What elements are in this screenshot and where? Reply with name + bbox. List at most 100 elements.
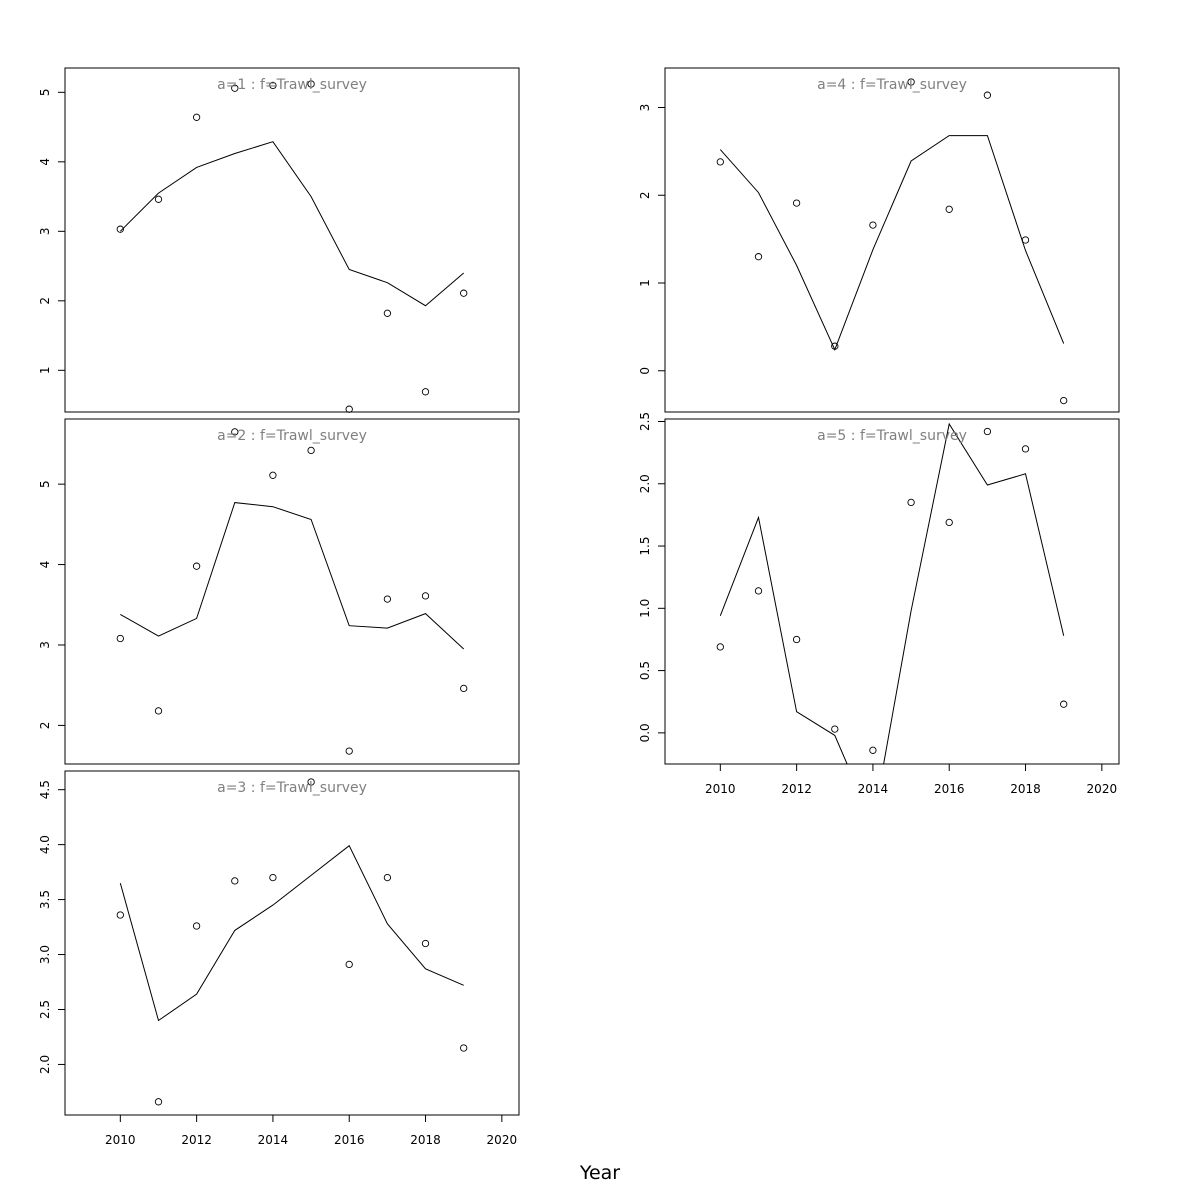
observed-point: [269, 873, 277, 882]
fitted-line: [719, 422, 1065, 764]
observed-point: [983, 427, 992, 436]
y-tick-label: 3: [38, 641, 52, 649]
x-tick-label: 2020: [1087, 782, 1118, 796]
observed-point: [192, 922, 201, 930]
y-tick-label: 4: [38, 561, 52, 569]
x-tick-label: 2010: [105, 1133, 136, 1147]
observed-point: [831, 725, 839, 733]
observed-point: [460, 289, 468, 297]
observed-point: [154, 195, 163, 203]
observed-point: [1021, 236, 1030, 244]
x-tick-label: 2012: [181, 1133, 212, 1147]
x-tick-label: 2014: [858, 782, 889, 796]
observed-point: [421, 592, 430, 600]
panel-title: a=4 : f=Trawl_survey: [817, 77, 967, 93]
panel-title: a=2 : f=Trawl_survey: [217, 428, 367, 444]
fitted-line: [119, 141, 465, 307]
observed-point: [945, 205, 953, 213]
x-tick-label: 2010: [705, 782, 736, 796]
observed-point: [192, 562, 201, 570]
observed-point: [345, 960, 353, 969]
y-tick-label: 3: [638, 104, 652, 112]
panel-a1: 1 2 3 4 5 a=1 : f=Trawl_survey: [38, 67, 520, 413]
observed-point: [383, 309, 392, 317]
x-tick-label: 2020: [487, 1133, 518, 1147]
y-tick-label: 4: [38, 158, 52, 166]
observed-point: [345, 405, 353, 413]
y-tick-label: 1.0: [638, 599, 652, 618]
y-tick-label: 0: [638, 367, 652, 375]
panel-frame: [664, 67, 1120, 413]
y-tick-label: 2.5: [638, 412, 652, 431]
y-tick-label: 3.5: [38, 890, 52, 909]
y-tick-label: 2.0: [638, 474, 652, 493]
observed-point: [754, 253, 763, 261]
observed-point: [945, 518, 953, 527]
panel-title: a=1 : f=Trawl_survey: [217, 77, 367, 93]
fitted-line: [719, 135, 1065, 351]
panel-frame: [664, 418, 1120, 765]
observed-point: [154, 707, 163, 715]
observed-point: [1060, 396, 1068, 405]
x-tick-label: 2014: [258, 1133, 289, 1147]
observed-point: [307, 778, 315, 786]
y-tick-label: 2.0: [38, 1055, 52, 1074]
observed-point: [307, 446, 315, 455]
observed-point: [421, 939, 430, 948]
observed-point: [116, 634, 124, 643]
observed-point: [307, 80, 315, 88]
observed-point: [907, 498, 915, 507]
panel-a3: 2.0 2.5 3.0 3.5 4.0 4.5 2010 2012 2014 2016 2018 20…: [38, 770, 520, 1147]
observed-point: [869, 746, 877, 754]
panel-a5: 0.0 0.5 1.0 1.5 2.0 2.5 2010 2012 2014 2016 2018 20…: [638, 412, 1120, 796]
observed-point: [383, 595, 392, 603]
observed-point: [1021, 445, 1030, 453]
observed-point: [907, 78, 915, 86]
observed-point: [716, 158, 724, 166]
observed-point: [754, 587, 763, 595]
x-tick-label: 2012: [781, 782, 812, 796]
y-tick-label: 2: [38, 722, 52, 730]
panel-frame: [64, 770, 520, 1116]
observed-point: [231, 84, 239, 92]
panel-title: a=3 : f=Trawl_survey: [217, 780, 367, 796]
y-tick-label: 2: [638, 191, 652, 199]
panel-a4: 0 1 2 3 a=4 : f=Trawl_survey: [638, 67, 1120, 413]
observed-point: [116, 225, 124, 233]
observed-point: [116, 911, 124, 919]
x-tick-label: 2018: [410, 1133, 441, 1147]
panel-frame: [64, 67, 520, 413]
observed-point: [383, 873, 392, 882]
observed-point: [154, 1098, 163, 1106]
observed-point: [869, 221, 877, 229]
observed-point: [231, 428, 239, 436]
panel-frame: [64, 418, 520, 765]
y-tick-label: 5: [38, 480, 52, 488]
observed-point: [983, 91, 992, 99]
y-tick-label: 5: [38, 89, 52, 97]
panel-title: a=5 : f=Trawl_survey: [817, 428, 967, 444]
observed-point: [460, 1044, 468, 1052]
y-tick-label: 0.5: [638, 661, 652, 680]
observed-point: [269, 471, 277, 479]
x-tick-label: 2016: [334, 1133, 365, 1147]
y-tick-label: 1: [38, 366, 52, 374]
fitted-line: [119, 844, 464, 1022]
observed-point: [1060, 700, 1068, 708]
observed-point: [421, 388, 430, 396]
observed-point: [345, 747, 353, 755]
panel-a2: 2 3 4 5 a=2 : f=Trawl_survey: [38, 418, 520, 765]
observed-point: [460, 684, 468, 693]
x-tick-label: 2016: [934, 782, 965, 796]
observed-point: [792, 199, 801, 207]
y-tick-label: 4.0: [38, 835, 52, 854]
y-tick-label: 2: [38, 297, 52, 305]
y-tick-label: 1.5: [638, 536, 652, 555]
y-tick-label: 2.5: [38, 1000, 52, 1019]
observed-point: [792, 635, 801, 644]
x-tick-label: 2018: [1010, 782, 1041, 796]
observed-point: [831, 342, 839, 350]
observed-point: [192, 113, 201, 121]
observed-point: [269, 81, 277, 90]
